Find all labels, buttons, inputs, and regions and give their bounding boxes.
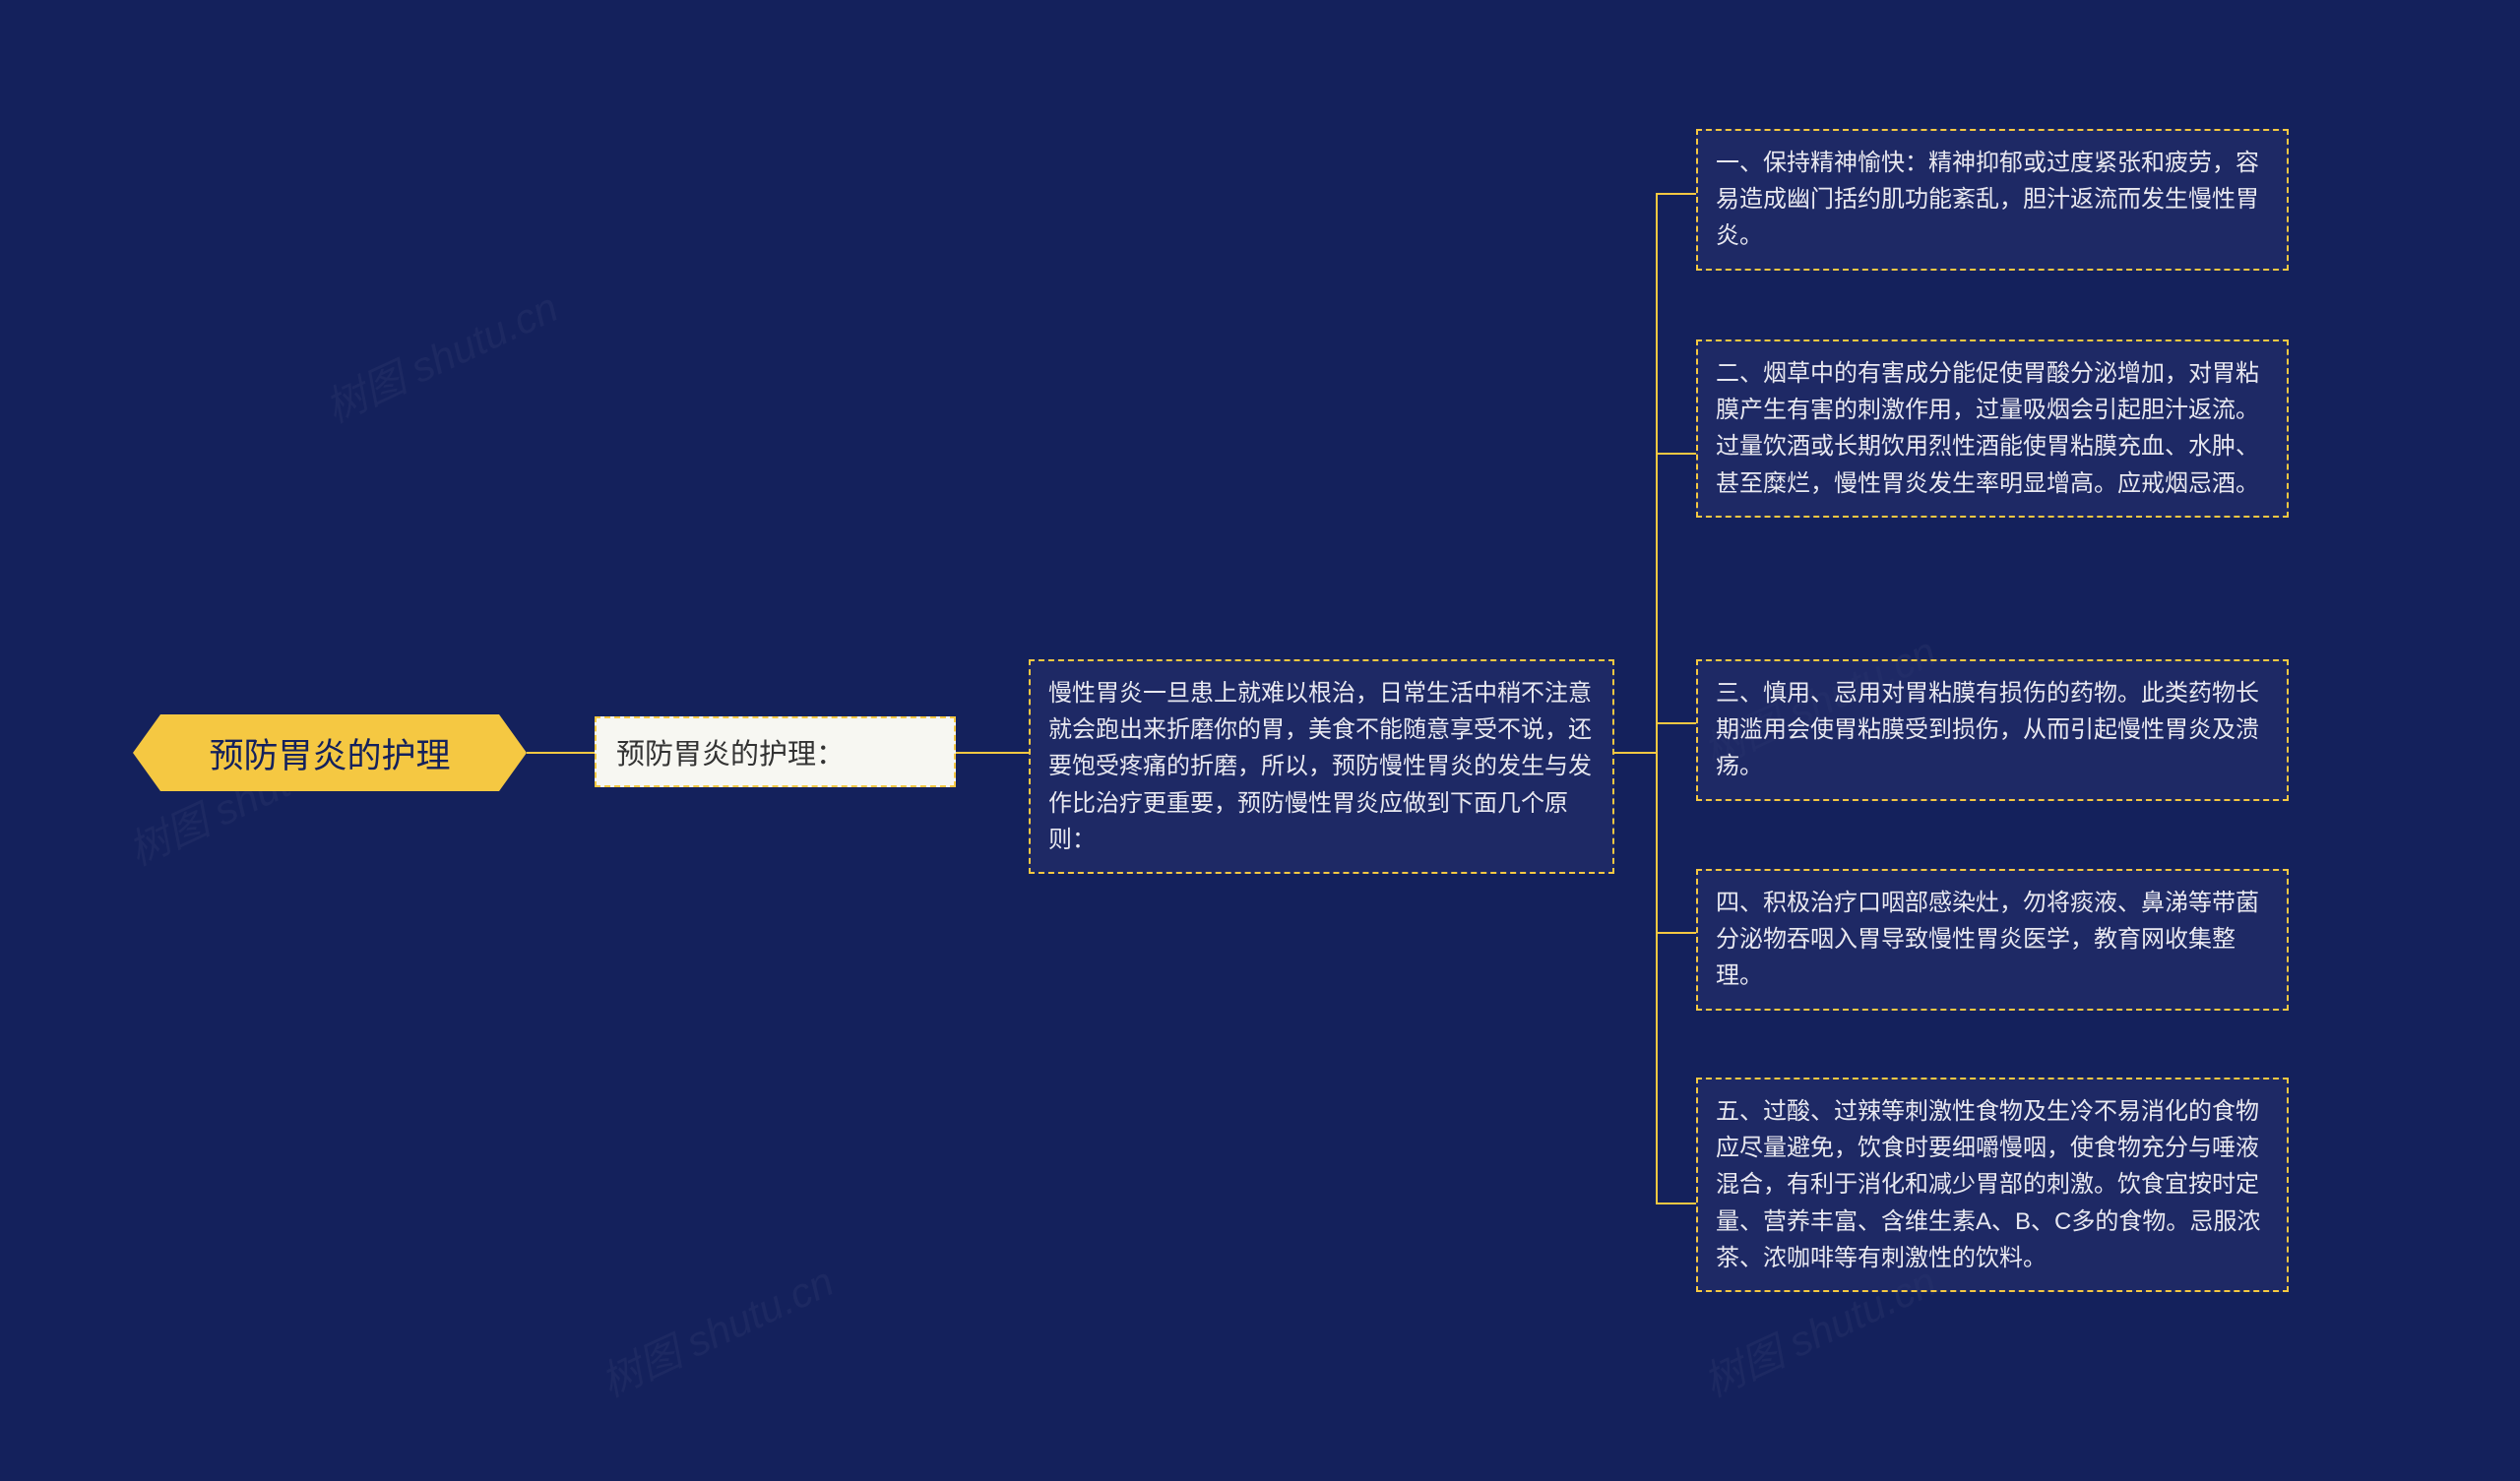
leaf-text: 三、慎用、忌用对胃粘膜有损伤的药物。此类药物长期滥用会使胃粘膜受到损伤，从而引起… bbox=[1716, 680, 2259, 779]
connector-level2-trunk-h1 bbox=[1614, 752, 1656, 754]
leaf-node-3[interactable]: 三、慎用、忌用对胃粘膜有损伤的药物。此类药物长期滥用会使胃粘膜受到损伤，从而引起… bbox=[1696, 659, 2289, 801]
leaf-node-5[interactable]: 五、过酸、过辣等刺激性食物及生冷不易消化的食物应尽量避免，饮食时要细嚼慢咽，使食… bbox=[1696, 1078, 2289, 1292]
connector-leaf-1 bbox=[1656, 193, 1696, 195]
connector-trunk-vertical bbox=[1656, 193, 1658, 1204]
level2-text: 慢性胃炎一旦患上就难以根治，日常生活中稍不注意就会跑出来折磨你的胃，美食不能随意… bbox=[1048, 680, 1592, 853]
connector-leaf-4 bbox=[1656, 932, 1696, 934]
connector-level1-level2 bbox=[956, 752, 1029, 754]
leaf-text: 四、积极治疗口咽部感染灶，勿将痰液、鼻涕等带菌分泌物吞咽入胃导致慢性胃炎医学，教… bbox=[1716, 890, 2259, 989]
leaf-text: 二、烟草中的有害成分能促使胃酸分泌增加，对胃粘膜产生有害的刺激作用，过量吸烟会引… bbox=[1716, 360, 2259, 497]
level2-node[interactable]: 慢性胃炎一旦患上就难以根治，日常生活中稍不注意就会跑出来折磨你的胃，美食不能随意… bbox=[1029, 659, 1614, 874]
leaf-text: 一、保持精神愉快：精神抑郁或过度紧张和疲劳，容易造成幽门括约肌功能紊乱，胆汁返流… bbox=[1716, 150, 2259, 249]
root-node[interactable]: 预防胃炎的护理 bbox=[133, 714, 527, 791]
leaf-node-2[interactable]: 二、烟草中的有害成分能促使胃酸分泌增加，对胃粘膜产生有害的刺激作用，过量吸烟会引… bbox=[1696, 339, 2289, 518]
connector-leaf-3 bbox=[1656, 722, 1696, 724]
level1-node[interactable]: 预防胃炎的护理： bbox=[595, 716, 956, 787]
connector-leaf-2 bbox=[1656, 453, 1696, 455]
leaf-text: 五、过酸、过辣等刺激性食物及生冷不易消化的食物应尽量避免，饮食时要细嚼慢咽，使食… bbox=[1716, 1098, 2260, 1271]
level1-label: 预防胃炎的护理： bbox=[616, 731, 845, 772]
leaf-node-4[interactable]: 四、积极治疗口咽部感染灶，勿将痰液、鼻涕等带菌分泌物吞咽入胃导致慢性胃炎医学，教… bbox=[1696, 869, 2289, 1011]
connector-leaf-5 bbox=[1656, 1203, 1696, 1204]
watermark: 树图 shutu.cn bbox=[314, 275, 566, 435]
watermark: 树图 shutu.cn bbox=[590, 1249, 842, 1409]
connector-root-level1 bbox=[527, 752, 595, 754]
root-label: 预防胃炎的护理 bbox=[209, 728, 450, 778]
leaf-node-1[interactable]: 一、保持精神愉快：精神抑郁或过度紧张和疲劳，容易造成幽门括约肌功能紊乱，胆汁返流… bbox=[1696, 129, 2289, 271]
